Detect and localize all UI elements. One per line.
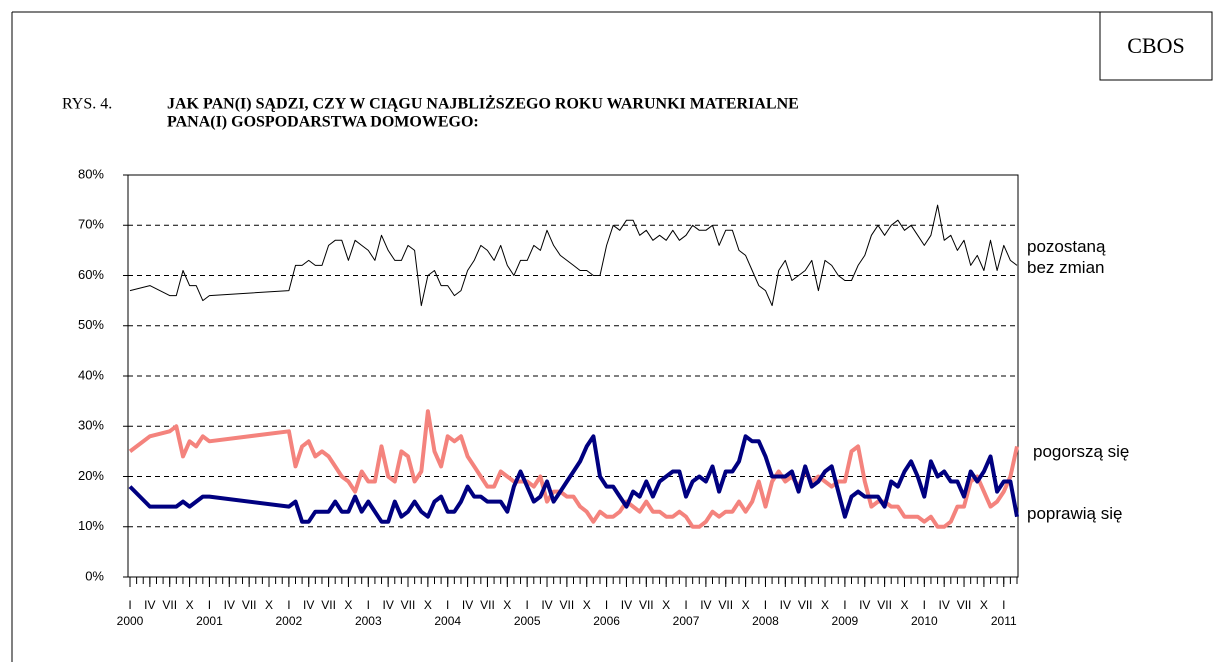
series-line [128,434,1019,524]
figure-label: RYS. 4. [62,96,112,113]
x-tick-label: X [265,598,273,612]
x-tick-label: VII [401,598,416,612]
x-tick-label: X [344,598,352,612]
x-year-label: 2004 [434,614,461,628]
x-tick-label: I [1002,598,1005,612]
badge: CBOS [1127,33,1184,58]
x-tick-label: VII [162,598,177,612]
x-tick-label: VII [480,598,495,612]
x-tick-label: IV [462,598,473,612]
x-tick-label: X [900,598,908,612]
x-year-label: 2011 [991,614,1017,628]
y-tick-label: 0% [85,568,104,583]
x-tick-label: VII [798,598,813,612]
x-tick-label: IV [144,598,155,612]
series-line [129,204,1018,307]
x-tick-label: I [128,598,131,612]
x-year-label: 2007 [673,614,700,628]
title: PANA(I) GOSPODARSTWA DOMOWEGO: [167,114,479,131]
y-tick-label: 40% [78,367,104,382]
x-tick-label: X [662,598,670,612]
x-tick-label: VII [639,598,654,612]
y-tick-label: 10% [78,518,104,533]
x-year-label: 2009 [832,614,859,628]
x-tick-label: I [764,598,767,612]
x-tick-label: IV [541,598,552,612]
x-tick-label: X [821,598,829,612]
x-year-label: 2008 [752,614,779,628]
series-label: pozostaną bez zmian [1027,237,1106,277]
x-tick-label: I [525,598,528,612]
x-tick-label: X [742,598,750,612]
x-tick-label: VII [242,598,257,612]
x-tick-label: I [923,598,926,612]
x-year-label: 2006 [593,614,620,628]
x-tick-label: I [605,598,608,612]
x-tick-label: X [424,598,432,612]
y-tick-label: 30% [78,418,104,433]
x-tick-label: IV [780,598,791,612]
x-tick-label: IV [700,598,711,612]
series-label: poprawią się [1027,504,1123,523]
x-tick-label: VII [718,598,733,612]
x-tick-label: VII [321,598,336,612]
y-tick-label: 20% [78,468,104,483]
x-tick-label: IV [224,598,235,612]
y-tick-label: 80% [78,166,104,181]
x-tick-label: VII [957,598,972,612]
series-label: pogorszą się [1033,442,1130,461]
x-tick-label: I [367,598,370,612]
x-tick-label: X [186,598,194,612]
x-year-label: 2000 [117,614,144,628]
x-year-label: 2003 [355,614,382,628]
x-tick-label: I [684,598,687,612]
x-tick-label: X [503,598,511,612]
x-tick-label: IV [382,598,393,612]
y-tick-label: 50% [78,317,104,332]
y-tick-label: 60% [78,267,104,282]
title: JAK PAN(I) SĄDZI, CZY W CIĄGU NAJBLIŻSZE… [167,94,799,113]
y-tick-label: 70% [78,217,104,232]
x-year-label: 2010 [911,614,938,628]
x-tick-label: IV [303,598,314,612]
x-tick-label: I [446,598,449,612]
x-tick-label: X [980,598,988,612]
x-year-label: 2005 [514,614,541,628]
x-tick-label: I [208,598,211,612]
x-year-label: 2002 [276,614,303,628]
x-tick-label: X [583,598,591,612]
x-tick-label: I [843,598,846,612]
x-tick-label: IV [859,598,870,612]
x-tick-label: I [287,598,290,612]
x-tick-label: IV [939,598,950,612]
badge-box [1099,11,1213,81]
x-tick-label: VII [877,598,892,612]
x-tick-label: IV [621,598,632,612]
x-year-label: 2001 [196,614,223,628]
x-tick-label: VII [560,598,575,612]
